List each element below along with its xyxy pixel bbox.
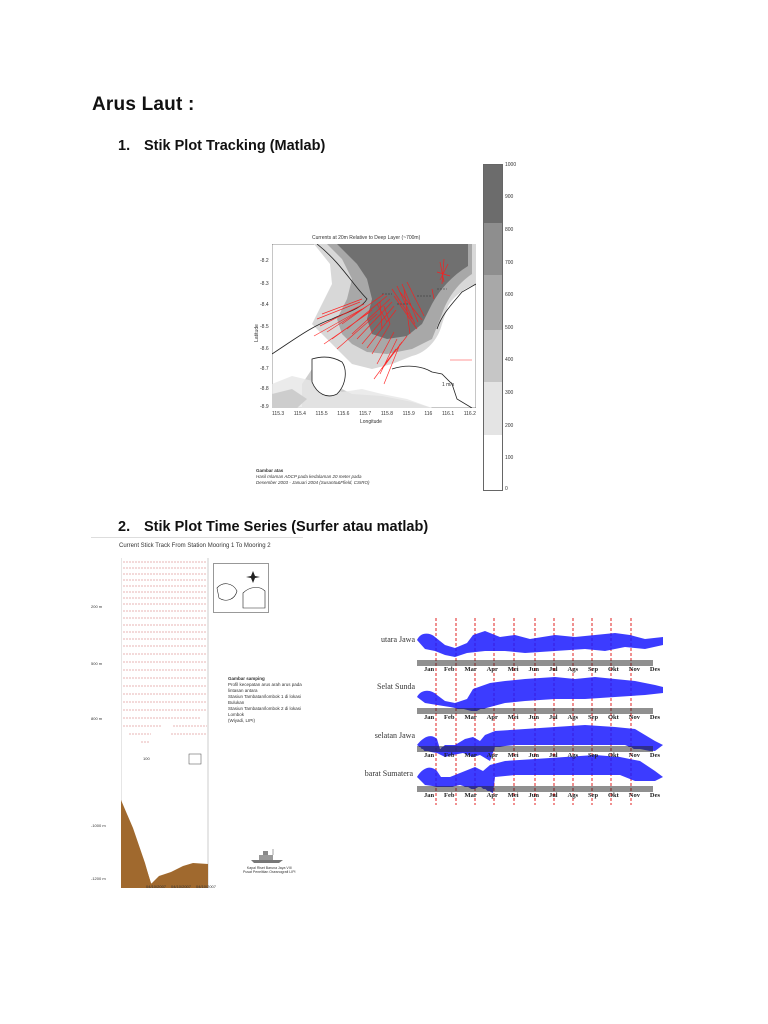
colorbar-tick: 200 [505, 423, 514, 429]
stick-rows [123, 561, 207, 743]
ytick: -8.7 [260, 366, 269, 372]
inset-map [213, 563, 269, 613]
colorbar-tick: 600 [505, 292, 514, 298]
ship-icon [251, 849, 283, 863]
figure2-caption: Gambar samping Profil kecepatan arus ara… [228, 676, 302, 723]
depth-tick: 800 m [91, 716, 103, 721]
ytick: -8.2 [260, 258, 269, 264]
scale-label: 1 m/s [442, 382, 455, 388]
colorbar-tick: 500 [505, 325, 514, 331]
figure1-title: Currents at 20m Relative to Deep Layer (… [312, 235, 421, 241]
figure1-colorbar: 1000 900 800 700 600 500 400 300 200 100… [483, 162, 528, 494]
ytick: -8.3 [260, 281, 269, 287]
colorbar-tick: 400 [505, 357, 514, 363]
time-axes [417, 660, 653, 792]
depth-tick: -1000 m [91, 823, 106, 828]
figure1-ylabel: Latitude [253, 324, 260, 342]
ytick: -8.9 [260, 404, 269, 410]
figure1-xlabel: Longitude [360, 419, 382, 425]
ytick: -8.5 [260, 324, 269, 330]
time-series-plot [417, 618, 663, 805]
depth-tick: -1200 m [91, 876, 106, 881]
section-2-title: Stik Plot Time Series (Surfer atau matla… [144, 519, 429, 535]
section-1-title: Stik Plot Tracking (Matlab) [144, 138, 326, 154]
depth-tick: 200 m [91, 604, 103, 609]
month-labels-row-2: Jan Feb Mar Apr Mei Jun Jul Ags Sep Okt Nov Des [424, 714, 660, 721]
page-title: Arus Laut : [92, 94, 195, 115]
section-2-number: 2. [118, 519, 131, 535]
figure1-caption: Gambar atas Hasil mlaman ADCP pada kedal… [256, 468, 370, 485]
figure1-xticks: 115.3 115.4 115.5 115.6 115.7 115.8 115.… [272, 411, 476, 417]
box-label: 100 [143, 756, 150, 761]
figure2-title: Current Stick Track From Station Mooring… [119, 543, 271, 549]
ytick: -8.6 [260, 346, 269, 352]
compass-icon [246, 571, 260, 583]
row-label-utara-jawa: utara Jawa [381, 635, 415, 644]
month-labels-row-1: Jan Feb Mar Apr Mei Jun Jul Ags Sep Okt Nov Des [424, 666, 660, 673]
figure2-xticks: 04/10/2007 04/10/2007 04/10/2007 [146, 884, 216, 889]
colorbar-tick: 0 [505, 486, 508, 492]
depth-tick: 500 m [91, 661, 103, 666]
colorbar-tick: 1000 [505, 162, 517, 168]
figure-stick-plot-tracking: Currents at 20m Relative to Deep Layer (… [252, 230, 480, 430]
colorbar-tick: 100 [505, 455, 514, 461]
colorbar-tick: 300 [505, 390, 514, 396]
current-sticks [313, 258, 451, 385]
month-labels-row-3: Jan Feb Mar Apr Mei Jun Jul Ags Sep Okt Nov Des [424, 752, 660, 759]
section-1-number: 1. [118, 138, 131, 154]
colorbar-tick: 800 [505, 227, 514, 233]
row-label-selatan-jawa: selatan Jawa [374, 731, 415, 740]
colorbar-tick: 900 [505, 194, 514, 200]
month-labels-row-4: Jan Feb Mar Apr Mei Jun Jul Ags Sep Okt Nov Des [424, 792, 660, 799]
figure-time-series-stick-plot: utara Jawa Selat Sunda selatan Jawa bara… [355, 615, 665, 805]
section-2-heading: 2. Stik Plot Time Series (Surfer atau mat… [118, 519, 428, 535]
ytick: -8.8 [260, 386, 269, 392]
ship-caption: Kapal Riset Baruna Jaya VIII Pusat Penel… [243, 866, 296, 874]
row-label-barat-sumatera: barat Sumatera [364, 769, 413, 778]
figure1-map [272, 244, 476, 408]
section-1-heading: 1. Stik Plot Tracking (Matlab) [118, 138, 325, 154]
colorbar-tick: 700 [505, 260, 514, 266]
figure2-plot [121, 558, 209, 888]
figure-stick-track-mooring: Current Stick Track From Station Mooring… [91, 537, 303, 890]
ytick: -8.4 [260, 302, 269, 308]
row-label-selat-sunda: Selat Sunda [377, 682, 415, 691]
